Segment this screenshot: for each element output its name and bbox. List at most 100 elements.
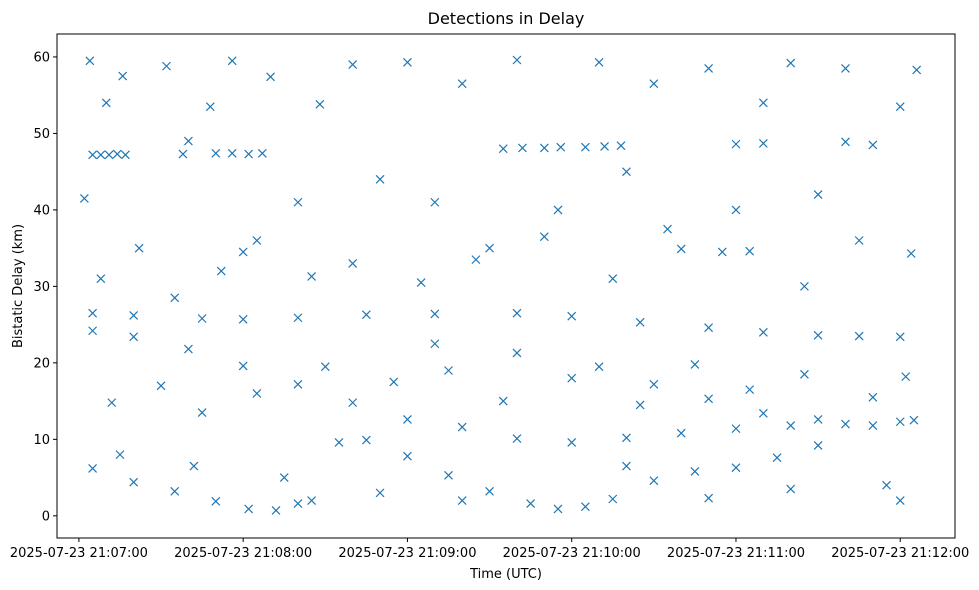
data-point (635, 400, 645, 410)
data-point (183, 344, 193, 354)
data-point (238, 247, 248, 257)
data-points (79, 55, 922, 515)
data-point (704, 63, 714, 73)
y-tick-label: 10 (33, 433, 50, 448)
data-point (88, 326, 98, 336)
data-point (205, 102, 215, 112)
data-point (403, 451, 412, 461)
chart-title: Detections in Delay (428, 9, 585, 28)
data-point (227, 56, 237, 66)
data-point (772, 453, 782, 463)
data-point (129, 311, 139, 320)
data-point (244, 504, 254, 514)
data-point (101, 98, 111, 108)
x-tick-label: 2025-07-23 21:12:00 (831, 546, 969, 561)
data-point (104, 150, 114, 160)
data-point (567, 437, 577, 447)
data-point (580, 502, 590, 512)
y-axis-label: Bistatic Delay (km) (11, 224, 26, 348)
data-point (813, 190, 823, 200)
data-point (88, 150, 98, 160)
data-point (608, 494, 618, 504)
data-point (512, 348, 522, 358)
data-point (457, 422, 467, 432)
data-point (485, 243, 494, 253)
data-point (854, 236, 864, 245)
data-point (498, 396, 508, 406)
data-point (649, 79, 659, 89)
data-point (512, 434, 522, 444)
data-point (211, 496, 221, 506)
data-point (895, 417, 905, 427)
y-tick-label: 30 (33, 280, 50, 295)
data-point (758, 98, 768, 108)
data-point (279, 473, 289, 483)
data-point (512, 55, 522, 65)
y-tick-label: 0 (42, 509, 50, 524)
data-point (115, 450, 125, 460)
data-point (348, 259, 358, 268)
data-point (178, 149, 188, 159)
data-point (216, 266, 226, 276)
data-point (745, 385, 755, 395)
data-point (293, 197, 303, 207)
data-point (189, 461, 199, 471)
data-point (348, 60, 358, 70)
x-tick-label: 2025-07-23 21:08:00 (174, 546, 312, 561)
data-point (731, 424, 741, 434)
data-point (293, 379, 303, 389)
data-point (293, 313, 303, 323)
data-point (238, 314, 248, 324)
data-point (799, 369, 809, 379)
data-point (676, 244, 686, 254)
data-point (553, 205, 563, 215)
data-point (430, 309, 440, 319)
data-point (895, 332, 905, 342)
data-point (211, 148, 221, 158)
data-point (129, 332, 139, 342)
data-point (895, 496, 905, 505)
data-point (252, 236, 262, 245)
data-point (622, 433, 631, 443)
data-point (162, 61, 171, 71)
data-point (594, 362, 604, 372)
data-point (649, 379, 659, 389)
data-point (118, 71, 128, 81)
data-point (307, 272, 317, 281)
data-point (96, 150, 106, 160)
data-point (375, 488, 385, 498)
data-point (704, 323, 714, 333)
data-point (909, 415, 919, 425)
data-point (868, 140, 878, 150)
data-point (799, 281, 809, 291)
data-point (841, 63, 850, 73)
data-point (841, 419, 850, 429)
data-point (895, 102, 905, 112)
data-point (348, 398, 358, 408)
data-point (813, 330, 823, 340)
data-point (786, 421, 796, 430)
data-point (129, 477, 139, 487)
data-point (88, 308, 98, 318)
data-point (663, 224, 672, 234)
y-tick-label: 50 (33, 127, 50, 142)
x-tick-label: 2025-07-23 21:09:00 (338, 546, 476, 561)
data-point (731, 463, 741, 473)
data-point (518, 143, 527, 153)
data-point (704, 394, 714, 404)
data-point (498, 144, 508, 154)
data-point (252, 389, 262, 398)
data-point (444, 470, 453, 480)
data-point (635, 317, 645, 327)
y-tick-label: 40 (33, 203, 50, 218)
data-point (361, 435, 371, 445)
data-point (156, 381, 166, 391)
data-point (96, 274, 106, 284)
data-point (134, 243, 144, 253)
x-axis-label: Time (UTC) (469, 567, 542, 582)
data-point (389, 377, 399, 387)
data-point (868, 421, 878, 430)
data-point (88, 463, 98, 473)
data-point (608, 274, 618, 284)
